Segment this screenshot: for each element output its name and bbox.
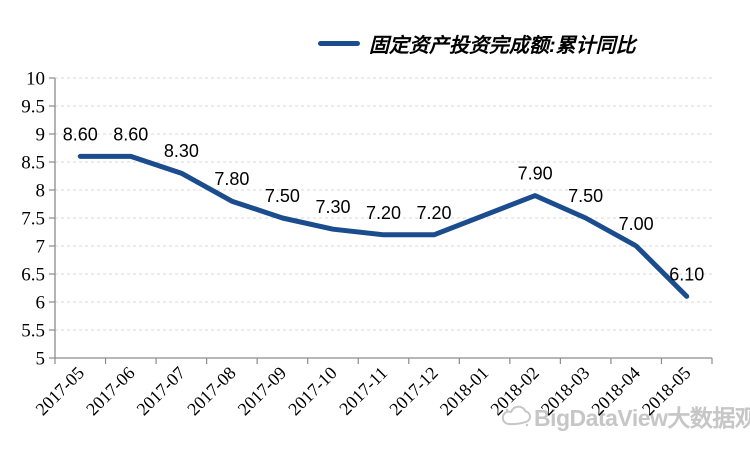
x-tick-label: 2018-02 (486, 363, 543, 420)
x-tick-label: 2018-04 (587, 363, 644, 420)
watermark-text: BigDataView大数据观 (534, 405, 750, 431)
data-label: 7.00 (619, 214, 654, 234)
x-tick-label: 2017-08 (183, 363, 240, 420)
series-line (77, 153, 690, 299)
y-tick-label: 5 (36, 349, 46, 370)
x-tick-label: 2017-05 (32, 363, 89, 420)
y-tick-label: 6 (36, 293, 46, 314)
x-tick-label: 2017-11 (335, 363, 391, 419)
y-tick-label: 9 (36, 125, 46, 146)
x-tick-label: 2018-01 (436, 363, 493, 420)
x-tick-label: 2018-05 (638, 363, 695, 420)
y-tick-label: 10 (26, 69, 45, 90)
y-tick-label: 8.5 (21, 153, 45, 174)
x-tick-label: 2017-12 (385, 363, 442, 420)
y-tick-label: 9.5 (21, 97, 45, 118)
legend-line-swatch (318, 41, 360, 46)
x-tick-label: 2017-07 (133, 363, 190, 420)
cloud-logo-icon (501, 405, 532, 427)
watermark: BigDataView大数据观 (500, 399, 750, 433)
data-label: 8.60 (63, 124, 98, 144)
legend-label: 固定资产投资完成额:累计同比 (369, 35, 636, 57)
y-tick-label: 7 (36, 237, 46, 258)
data-label: 7.50 (265, 186, 300, 206)
x-tick-label: 2017-10 (284, 363, 341, 420)
data-label: 7.50 (568, 186, 603, 206)
data-label: 7.20 (366, 203, 401, 223)
y-tick-label: 8 (36, 181, 46, 202)
chart-legend: 固定资产投资完成额:累计同比 (318, 29, 636, 58)
x-tick-label: 2017-09 (234, 363, 291, 420)
x-tick-label: 2017-06 (82, 363, 139, 420)
data-label: 7.30 (315, 197, 350, 217)
x-tick-label: 2018-03 (537, 363, 594, 420)
data-label: 7.80 (214, 169, 249, 189)
y-tick-label: 7.5 (21, 209, 45, 230)
y-tick-label: 5.5 (21, 321, 45, 342)
data-label: 7.90 (518, 164, 553, 184)
y-tick-label: 6.5 (21, 265, 45, 286)
data-label: 7.20 (417, 203, 452, 223)
data-label: 8.60 (113, 124, 148, 144)
data-label: 6.10 (669, 264, 704, 284)
data-label: 8.30 (164, 141, 199, 161)
